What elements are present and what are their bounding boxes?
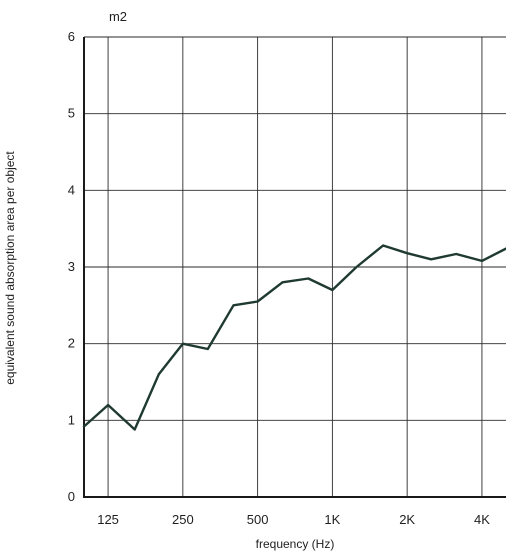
- axes: [83, 37, 506, 498]
- y-tick-label: 2: [68, 336, 75, 351]
- data-series: [82, 244, 506, 431]
- grid-lines: [84, 36, 506, 497]
- x-tick-label: 500: [247, 512, 269, 527]
- series-line: [82, 244, 506, 431]
- y-tick-label: 5: [68, 106, 75, 121]
- x-tick-label: 4K: [474, 512, 490, 527]
- y-tick-label: 3: [68, 259, 75, 274]
- tick-labels: 0 1 2 3 4 5 6 125 250 500 1K 2K 4K: [68, 29, 490, 527]
- x-tick-label: 250: [172, 512, 194, 527]
- x-tick-label: 2K: [399, 512, 415, 527]
- y-tick-label: 0: [68, 489, 75, 504]
- y-tick-label: 4: [68, 182, 75, 197]
- x-tick-label: 1K: [324, 512, 340, 527]
- y-unit-label: m2: [109, 9, 127, 24]
- x-tick-label: 125: [97, 512, 119, 527]
- y-tick-label: 1: [68, 412, 75, 427]
- y-axis-title: equivalent sound absorption area per obj…: [3, 151, 17, 385]
- x-axis-title: frequency (Hz): [256, 537, 335, 551]
- y-tick-label: 6: [68, 29, 75, 44]
